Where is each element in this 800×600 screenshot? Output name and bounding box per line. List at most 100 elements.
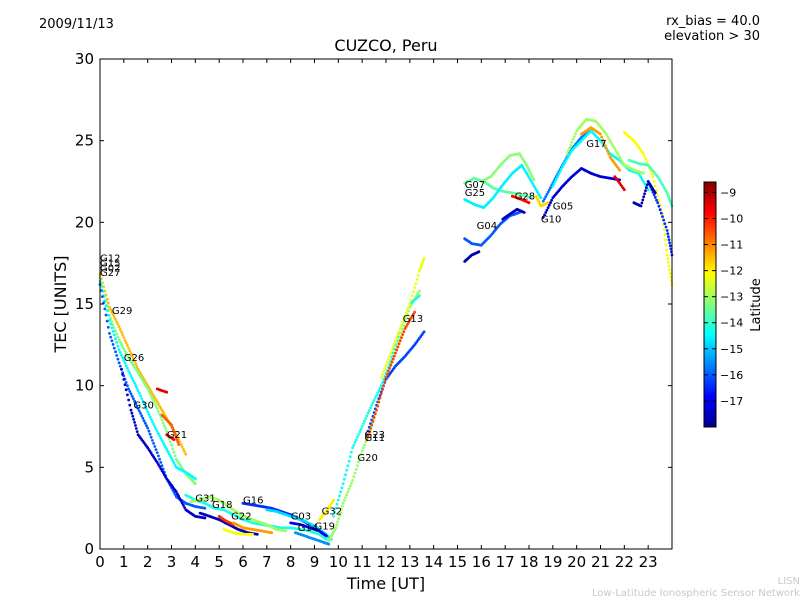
- data-point: [130, 411, 134, 415]
- data-point: [666, 257, 670, 261]
- data-point: [416, 274, 420, 277]
- x-tick-label: 13: [400, 553, 419, 571]
- satellite-label: G07: [465, 180, 485, 191]
- data-point: [168, 440, 172, 444]
- data-point: [114, 350, 117, 354]
- data-point: [665, 229, 669, 232]
- data-point: [351, 446, 354, 450]
- data-point: [118, 328, 122, 331]
- data-point: [121, 356, 124, 360]
- data-point: [173, 463, 177, 467]
- data-point: [571, 138, 575, 141]
- data-point: [158, 434, 162, 438]
- data-point: [124, 381, 128, 384]
- data-point: [133, 360, 137, 363]
- satellite-label: G29: [112, 306, 132, 317]
- colorbar: −9 −10 −11 −12 −13 −14 −15 −16 −17: [703, 181, 743, 428]
- satellite-label: G27: [100, 268, 120, 279]
- colorbar-tick-label: −11: [720, 239, 743, 252]
- x-tick-label: 6: [238, 553, 248, 571]
- y-tick-label: 15: [75, 295, 94, 313]
- data-point: [157, 410, 160, 413]
- satellite-track: [501, 207, 526, 221]
- satellite-track: [289, 521, 328, 538]
- data-point: [147, 429, 151, 433]
- satellite-label: G19: [315, 521, 335, 532]
- x-tick-label: 21: [591, 553, 610, 571]
- data-point: [183, 450, 187, 454]
- satellite-label: G12: [100, 254, 120, 265]
- data-point: [124, 341, 128, 345]
- data-point: [146, 426, 150, 430]
- data-point: [545, 208, 549, 212]
- data-point: [668, 268, 671, 272]
- data-point: [383, 380, 387, 383]
- data-point: [151, 420, 154, 423]
- data-point: [547, 188, 551, 192]
- data-point: [184, 452, 188, 456]
- data-point: [114, 318, 117, 321]
- data-point: [162, 443, 166, 447]
- data-point: [332, 498, 335, 502]
- data-point: [544, 195, 548, 199]
- data-point: [477, 250, 481, 254]
- data-point: [135, 404, 139, 408]
- data-point: [601, 138, 605, 142]
- data-point: [149, 417, 153, 421]
- data-point: [350, 450, 353, 454]
- data-point: [360, 425, 364, 428]
- data-point: [643, 182, 646, 185]
- data-point: [174, 490, 178, 494]
- data-point: [135, 365, 139, 369]
- data-point: [143, 421, 147, 425]
- data-point: [132, 418, 136, 421]
- data-point: [372, 416, 376, 419]
- data-point: [129, 408, 133, 412]
- data-point: [552, 182, 556, 186]
- data-point: [112, 326, 116, 330]
- data-point: [541, 216, 545, 219]
- data-point: [155, 407, 159, 410]
- colorbar-gradient: [703, 181, 717, 428]
- x-tick-label: 3: [167, 553, 177, 571]
- data-point: [346, 490, 350, 494]
- data-point: [377, 389, 381, 392]
- data-point: [609, 141, 613, 145]
- data-point: [176, 492, 179, 496]
- x-tick-label: 15: [448, 553, 467, 571]
- data-point: [128, 403, 132, 407]
- data-point: [172, 450, 176, 454]
- data-point: [645, 183, 649, 187]
- data-point: [650, 172, 654, 176]
- satellite-label: G30: [133, 401, 153, 412]
- satellite-track: [463, 176, 533, 200]
- data-point: [108, 318, 111, 322]
- data-point: [121, 333, 124, 337]
- satellite-label: G26: [124, 353, 144, 364]
- data-point: [646, 188, 650, 192]
- y-tick-label: 0: [84, 540, 94, 558]
- data-point: [547, 203, 551, 207]
- data-point: [133, 381, 137, 385]
- data-point: [147, 412, 151, 416]
- data-point: [339, 508, 343, 511]
- satellite-label: G16: [243, 495, 263, 506]
- data-point: [133, 399, 137, 403]
- satellite-label: G13: [403, 314, 423, 325]
- data-point: [339, 490, 343, 494]
- colorbar-tick-label: −13: [720, 291, 743, 304]
- data-point: [179, 443, 183, 446]
- data-point: [203, 506, 207, 510]
- data-point: [112, 315, 116, 319]
- satellite-track: [479, 152, 536, 183]
- data-point: [422, 330, 426, 334]
- data-point: [151, 392, 154, 396]
- satellite-track: [379, 256, 426, 379]
- satellite-track: [232, 521, 273, 535]
- data-point: [344, 473, 347, 477]
- data-point: [165, 390, 169, 394]
- data-point: [388, 354, 391, 358]
- data-point: [668, 241, 671, 245]
- data-point: [388, 366, 391, 370]
- data-point: [642, 152, 645, 156]
